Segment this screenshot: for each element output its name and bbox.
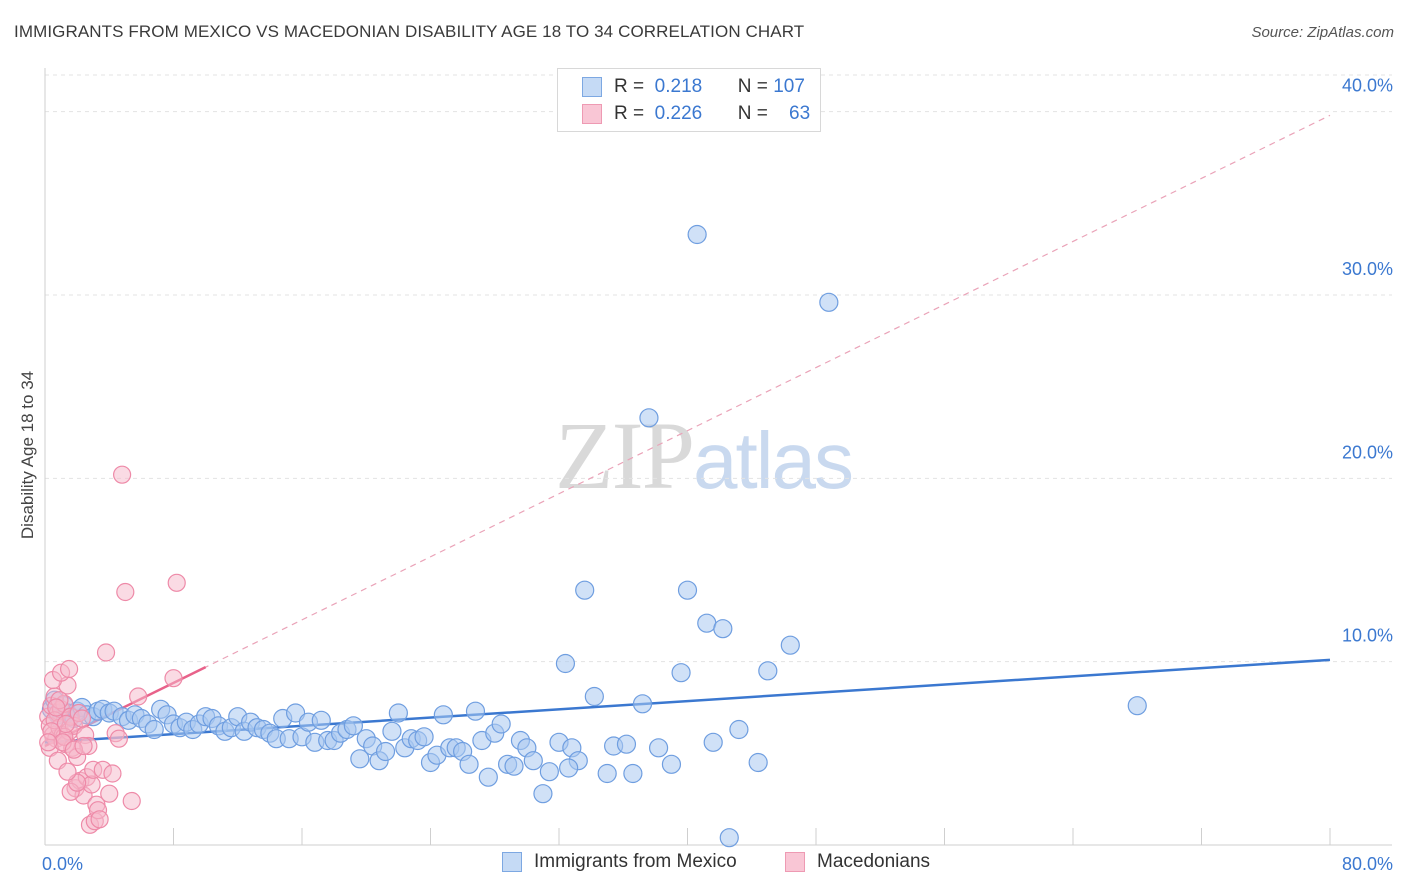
mexico-point [433, 705, 453, 725]
legend-item-mexico[interactable]: Immigrants from Mexico [502, 851, 737, 873]
mexico-point [478, 767, 498, 787]
mexico-point [648, 738, 669, 758]
mexico-point [616, 734, 637, 754]
mexico-point [703, 732, 723, 752]
macedonian-point [72, 709, 92, 728]
legend-r-label: R = [614, 103, 645, 124]
watermark: ZIPatlas [555, 400, 854, 511]
tick-labels: 10.0% 20.0% 30.0% 40.0% 0.0% 80.0% [42, 76, 1393, 874]
mexico-point [819, 292, 839, 312]
mexico-point [555, 653, 576, 674]
legend-n-label: N = [737, 103, 768, 124]
legend-row-mexico: R = 0.218 N = 107 [582, 75, 805, 99]
mexico-point [677, 580, 698, 600]
watermark-zip: ZIP [555, 402, 695, 509]
macedonian-point [39, 733, 58, 752]
legend-r-value: 0.226 [654, 103, 703, 124]
mexico-point [465, 701, 486, 721]
mexico-point [575, 580, 595, 600]
mexico-point [504, 756, 524, 776]
macedonian-points [39, 465, 186, 834]
trend-lines [44, 114, 1331, 748]
mexico-point [343, 716, 363, 736]
legend-n-value: 63 [789, 103, 811, 124]
series-legend: Immigrants from Mexico Macedonians [0, 851, 1406, 877]
mexico-point [597, 763, 617, 784]
mexico-point [414, 727, 434, 747]
mexico-point [671, 663, 691, 683]
grid-lines [45, 74, 1392, 663]
macedonian-point [47, 698, 66, 717]
macedonian-point [103, 764, 122, 783]
mexico-point [375, 741, 396, 762]
legend-swatch-macedonians [582, 104, 602, 124]
mexico-point [687, 224, 707, 245]
mexico-point [584, 686, 604, 707]
x-tick-label-min: 0.0% [42, 854, 83, 874]
chart-title: IMMIGRANTS FROM MEXICO VS MACEDONIAN DIS… [14, 22, 805, 41]
y-tick-label: 40.0% [1342, 76, 1393, 96]
legend-swatch-mexico [582, 77, 602, 97]
legend-label-macedonians: Macedonians [817, 851, 931, 872]
macedonian-point [56, 714, 75, 734]
mexico-point [780, 635, 800, 655]
mexico-point [539, 762, 559, 782]
mexico-point [388, 703, 408, 723]
mexico-point [713, 619, 733, 639]
y-tick-label: 20.0% [1342, 442, 1393, 462]
mexico-point [729, 719, 749, 740]
mexico-point [748, 752, 768, 773]
macedonian-trend-extension [44, 114, 1331, 747]
mexico-point [559, 758, 579, 778]
macedonian-point [58, 762, 77, 781]
mexico-point [459, 754, 479, 774]
legend-r-label: R = [614, 76, 645, 97]
mexico-point [382, 721, 402, 741]
mexico-point [639, 408, 659, 428]
macedonian-point [109, 729, 128, 748]
mexico-point [144, 719, 164, 740]
legend-item-macedonians[interactable]: Macedonians [785, 851, 930, 873]
macedonian-point [164, 669, 183, 688]
mexico-point [632, 694, 653, 714]
source-label: Source: ZipAtlas.com [1251, 24, 1394, 41]
y-tick-label: 10.0% [1342, 626, 1393, 646]
mexico-points [41, 224, 1147, 848]
legend-swatch-mexico [502, 852, 522, 872]
macedonian-point [112, 465, 132, 484]
macedonian-point [167, 573, 186, 592]
mexico-point [719, 828, 739, 848]
legend-label-mexico: Immigrants from Mexico [534, 851, 737, 872]
watermark-atlas: atlas [693, 416, 854, 505]
mexico-point [623, 763, 643, 784]
macedonian-point [90, 810, 109, 829]
macedonian-point [122, 791, 141, 811]
x-tick-label-max: 80.0% [1342, 854, 1393, 874]
mexico-point [661, 754, 682, 774]
legend-row-macedonians: R = 0.226 N = 63 [582, 102, 810, 126]
mexico-point [350, 749, 370, 769]
macedonian-point [116, 582, 135, 602]
macedonian-point [59, 659, 79, 679]
legend-swatch-macedonians [785, 852, 805, 872]
legend-r-value: 0.218 [654, 76, 703, 97]
mexico-point [697, 613, 717, 633]
macedonian-point [96, 643, 116, 662]
mexico-point [311, 710, 331, 730]
mexico-point [523, 751, 543, 771]
legend-n-value: 107 [773, 76, 805, 97]
macedonian-point [129, 687, 148, 706]
mexico-point [533, 784, 553, 804]
macedonian-point [100, 784, 119, 803]
mexico-point [758, 661, 778, 681]
mexico-point [491, 714, 511, 734]
legend-n-label: N = [737, 76, 768, 97]
correlation-legend: R = 0.218 N = 107 R = 0.226 N = 63 [557, 68, 821, 132]
macedonian-point [74, 736, 93, 756]
mexico-point [1127, 696, 1147, 716]
y-tick-label: 30.0% [1342, 259, 1393, 279]
